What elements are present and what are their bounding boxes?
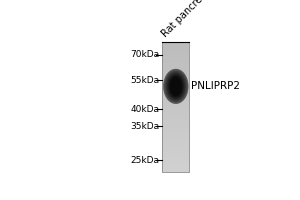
Ellipse shape: [167, 73, 184, 99]
Ellipse shape: [166, 72, 186, 101]
Ellipse shape: [167, 73, 185, 100]
Ellipse shape: [169, 75, 183, 98]
Ellipse shape: [169, 76, 182, 97]
Text: 35kDa: 35kDa: [130, 122, 160, 131]
Ellipse shape: [165, 71, 186, 102]
Ellipse shape: [168, 74, 184, 99]
Ellipse shape: [165, 70, 187, 102]
Text: 55kDa: 55kDa: [130, 76, 160, 85]
Ellipse shape: [166, 72, 186, 101]
Ellipse shape: [164, 69, 188, 103]
Ellipse shape: [170, 77, 182, 96]
Ellipse shape: [167, 74, 184, 99]
Ellipse shape: [164, 70, 187, 103]
Ellipse shape: [169, 76, 182, 97]
Text: 40kDa: 40kDa: [130, 105, 160, 114]
Ellipse shape: [169, 75, 183, 97]
Text: 25kDa: 25kDa: [130, 156, 160, 165]
Ellipse shape: [171, 78, 181, 95]
Ellipse shape: [171, 78, 181, 95]
Ellipse shape: [164, 70, 188, 103]
Ellipse shape: [165, 71, 187, 102]
Ellipse shape: [168, 75, 183, 98]
Ellipse shape: [170, 76, 182, 96]
Text: PNLIPRP2: PNLIPRP2: [191, 81, 240, 91]
Ellipse shape: [170, 77, 181, 96]
Bar: [163, 42, 189, 172]
Ellipse shape: [166, 72, 185, 100]
Text: 70kDa: 70kDa: [130, 50, 160, 59]
Ellipse shape: [168, 74, 184, 98]
Ellipse shape: [167, 73, 185, 100]
Text: Rat pancreas: Rat pancreas: [160, 0, 212, 39]
